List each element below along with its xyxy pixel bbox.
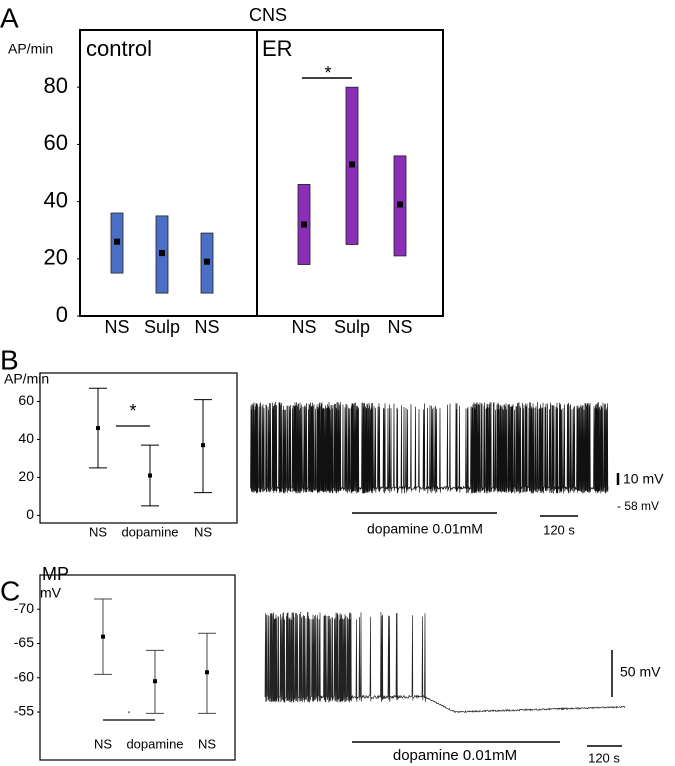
time-scale-label: 120 s [588,750,620,765]
plot-frame [39,574,236,761]
mean-marker [96,426,100,431]
mean-marker [148,473,152,478]
drug-label: dopamine 0.01mM [393,747,517,764]
mean-marker [159,250,165,257]
mean-marker [153,679,157,684]
y-tick-label: 60 [18,392,34,408]
x-tick-label: NS [94,736,112,751]
x-tick-label: NS [194,524,212,539]
mean-marker [349,161,355,168]
x-tick-label: NS [198,736,216,751]
y-tick-label: 80 [44,73,68,98]
y-axis-label: AP/min [8,41,53,57]
y-tick-label: -70 [14,600,34,616]
x-tick-label: Sulp [334,317,370,337]
significance-label: * [128,712,131,718]
time-scale-label: 120 s [543,522,575,537]
y-axis-label: MP [42,564,69,584]
mean-marker [205,670,209,675]
x-tick-label: NS [89,524,107,539]
mean-marker [301,221,307,228]
voltage-trace [264,611,626,714]
voltage-scale-label: 10 mV [623,471,664,487]
panel-label: C [0,575,20,606]
mean-marker [101,634,105,639]
significance-label: * [324,63,331,83]
mean-marker [114,238,120,245]
y-tick-label: 20 [18,468,34,484]
voltage-scale-label: 50 mV [620,664,661,680]
mean-marker [201,443,205,448]
x-tick-label: NS [291,317,316,337]
panel-label: A [0,2,19,33]
x-tick-label: NS [387,317,412,337]
voltage-trace [250,401,609,494]
mean-marker [397,201,403,208]
chart-title: CNS [249,5,287,25]
x-tick-label: dopamine [121,524,178,539]
y-tick-label: -60 [14,668,34,684]
significance-label: * [129,401,136,421]
plot-frame [79,29,444,317]
x-tick-label: NS [104,317,129,337]
panel-title: ER [262,36,293,61]
y-tick-label: 0 [26,506,34,522]
mean-marker [204,258,210,265]
drug-label: dopamine 0.01mM [367,521,483,537]
x-tick-label: dopamine [126,736,183,751]
panel-label: B [0,344,19,375]
plot-frame [39,372,238,524]
baseline-label: - 58 mV [617,499,659,513]
y-tick-label: 20 [44,245,68,270]
y-axis-label: AP/min [4,371,49,387]
x-tick-label: Sulp [144,317,180,337]
y-tick-label: 0 [56,302,68,327]
y-axis-unit: mV [40,585,62,601]
y-tick-label: -55 [14,703,34,719]
panel-title: control [86,36,152,61]
y-tick-label: 60 [44,130,68,155]
y-tick-label: 40 [44,187,68,212]
y-tick-label: 40 [18,430,34,446]
y-tick-label: -65 [14,634,34,650]
x-tick-label: NS [194,317,219,337]
